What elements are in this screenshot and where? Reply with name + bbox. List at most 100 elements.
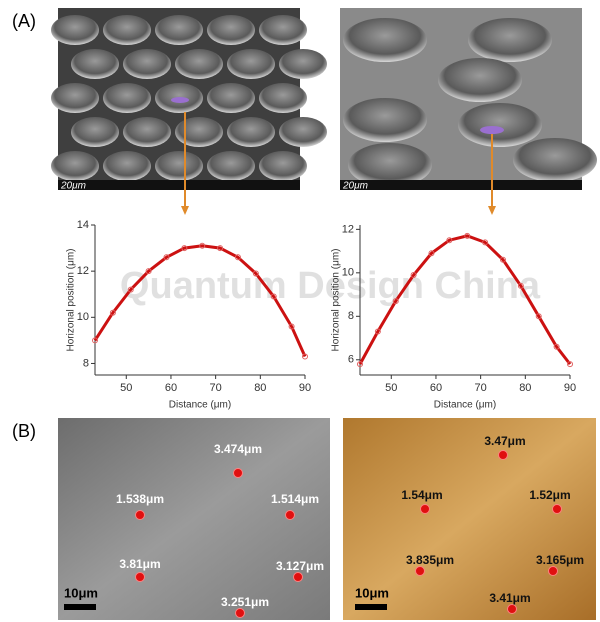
dimple: [259, 151, 307, 181]
marker: [171, 97, 189, 103]
dimple: [259, 15, 307, 45]
data-point: [181, 245, 188, 252]
y-tick-label: 14: [77, 219, 89, 231]
point-dot: [552, 504, 562, 514]
panel-label: (A): [12, 11, 36, 31]
dimple: [71, 117, 119, 147]
x-axis-label: Distance (μm): [169, 400, 231, 411]
data-point: [446, 237, 453, 244]
watermark: Quantum Design China: [120, 265, 541, 307]
data-point: [109, 309, 116, 316]
point-label: 3.41μm: [489, 591, 530, 605]
x-tick-label: 70: [475, 382, 487, 394]
point-label: 1.538μm: [116, 492, 164, 506]
dimple: [103, 151, 151, 181]
data-point: [145, 268, 152, 275]
panel-label: (B): [12, 421, 36, 441]
data-point: [464, 232, 471, 239]
dimple: [103, 15, 151, 45]
x-tick-label: 50: [120, 382, 132, 394]
point-label: 3.474μm: [214, 442, 262, 456]
scale-label: 20μm: [342, 181, 368, 192]
y-tick-label: 10: [77, 311, 89, 323]
dimple: [155, 15, 203, 45]
data-point: [410, 272, 417, 278]
point-dot: [135, 510, 145, 520]
scale-label: 10μm: [355, 585, 389, 600]
y-tick-label: 8: [348, 310, 354, 322]
x-tick-label: 60: [165, 382, 177, 394]
dimple: [123, 49, 171, 79]
dimple: [207, 83, 255, 113]
dimple: [175, 49, 223, 79]
x-tick-label: 70: [210, 382, 222, 394]
point-label: 1.514μm: [271, 492, 319, 506]
y-tick-label: 12: [342, 223, 354, 235]
data-point: [163, 254, 170, 261]
dimple: [123, 117, 171, 147]
point-label: 3.127μm: [276, 559, 324, 573]
y-tick-label: 12: [77, 265, 89, 277]
dimple: [513, 138, 597, 182]
dimple: [468, 18, 552, 62]
x-tick-label: 80: [254, 382, 266, 394]
point-dot: [285, 510, 295, 520]
dimple: [438, 58, 522, 102]
dimple: [227, 117, 275, 147]
data-point: [428, 250, 435, 257]
point-dot: [235, 608, 245, 618]
arrow-head: [181, 206, 189, 215]
x-tick-label: 50: [385, 382, 397, 394]
face-image: [343, 418, 596, 620]
data-point: [357, 361, 363, 368]
dimple: [51, 15, 99, 45]
x-tick-label: 60: [430, 382, 442, 394]
dimple: [103, 83, 151, 113]
point-label: 3.251μm: [221, 595, 269, 609]
data-point: [567, 361, 573, 368]
data-point: [234, 254, 241, 261]
dimple: [51, 83, 99, 113]
data-point: [374, 328, 381, 335]
point-dot: [233, 468, 243, 478]
data-point: [92, 337, 98, 344]
dimple: [155, 151, 203, 181]
point-dot: [498, 450, 508, 460]
point-label: 3.81μm: [119, 557, 160, 571]
dimple: [279, 117, 327, 147]
point-label: 3.835μm: [406, 553, 454, 567]
info-bar: [340, 180, 582, 190]
dimple: [343, 98, 427, 142]
point-label: 3.165μm: [536, 553, 584, 567]
data-point: [270, 293, 277, 300]
y-axis-label: Horizonal position (μm): [66, 248, 77, 351]
data-point: [199, 242, 206, 249]
data-line: [93, 244, 307, 358]
data-line: [358, 234, 572, 366]
point-label: 1.54μm: [401, 488, 442, 502]
data-point: [127, 286, 134, 293]
x-tick-label: 90: [299, 382, 311, 394]
y-axis-label: Horizonal position (μm): [331, 248, 342, 351]
dimple: [259, 83, 307, 113]
point-label: 1.52μm: [529, 488, 570, 502]
x-axis-label: Distance (μm): [434, 400, 496, 411]
data-point: [499, 256, 506, 263]
scale-label: 10μm: [64, 585, 98, 600]
dimple: [207, 15, 255, 45]
data-point: [553, 343, 560, 350]
dimple: [279, 49, 327, 79]
data-point: [535, 313, 542, 320]
scale-label: 20μm: [60, 181, 86, 192]
dimple: [458, 103, 542, 147]
point-dot: [548, 566, 558, 576]
x-tick-label: 80: [519, 382, 531, 394]
dimple: [51, 151, 99, 181]
point-dot: [135, 572, 145, 582]
data-point: [302, 353, 308, 360]
data-point: [482, 239, 489, 246]
data-point: [252, 270, 259, 277]
dimple: [71, 49, 119, 79]
face-image: [58, 418, 330, 620]
